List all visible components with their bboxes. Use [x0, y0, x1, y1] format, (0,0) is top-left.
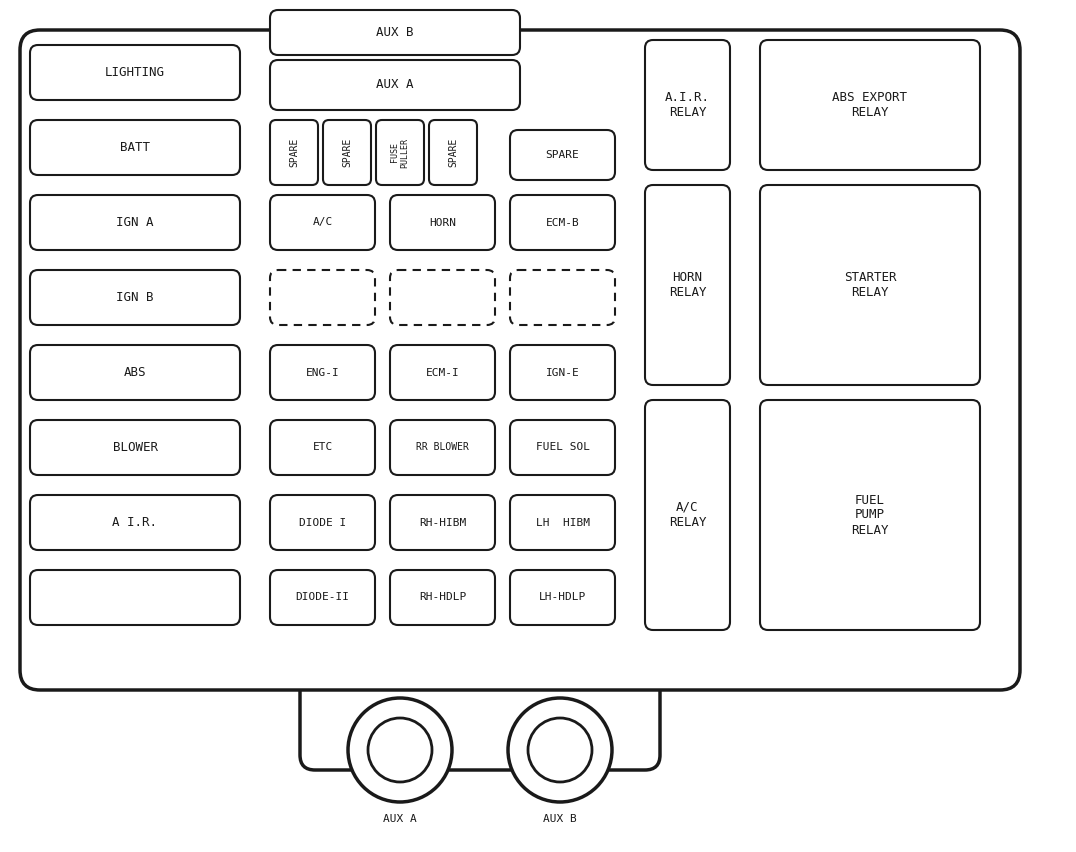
Text: LH  HIBM: LH HIBM: [536, 517, 590, 527]
FancyBboxPatch shape: [30, 45, 240, 100]
Text: IGN B: IGN B: [116, 291, 154, 304]
FancyBboxPatch shape: [270, 270, 376, 325]
Text: LIGHTING: LIGHTING: [105, 66, 165, 79]
FancyBboxPatch shape: [270, 10, 520, 55]
FancyBboxPatch shape: [300, 640, 660, 770]
FancyBboxPatch shape: [510, 495, 615, 550]
FancyBboxPatch shape: [30, 195, 240, 250]
FancyBboxPatch shape: [510, 570, 615, 625]
FancyBboxPatch shape: [390, 420, 495, 475]
Text: HORN: HORN: [429, 217, 456, 227]
FancyBboxPatch shape: [645, 40, 730, 170]
FancyBboxPatch shape: [760, 40, 980, 170]
FancyBboxPatch shape: [645, 400, 730, 630]
Text: IGN-E: IGN-E: [546, 367, 579, 377]
Text: AUX A: AUX A: [377, 78, 414, 91]
Text: BLOWER: BLOWER: [113, 441, 157, 454]
Text: DIODE I: DIODE I: [299, 517, 346, 527]
FancyBboxPatch shape: [645, 185, 730, 385]
FancyBboxPatch shape: [30, 495, 240, 550]
FancyBboxPatch shape: [30, 420, 240, 475]
Text: ECM-I: ECM-I: [426, 367, 459, 377]
Text: RR BLOWER: RR BLOWER: [416, 442, 469, 452]
Text: STARTER
RELAY: STARTER RELAY: [844, 271, 896, 299]
FancyBboxPatch shape: [20, 30, 1020, 690]
FancyBboxPatch shape: [270, 420, 376, 475]
Text: LH-HDLP: LH-HDLP: [539, 592, 586, 602]
FancyBboxPatch shape: [376, 120, 424, 185]
Circle shape: [508, 698, 612, 802]
FancyBboxPatch shape: [510, 130, 615, 180]
FancyBboxPatch shape: [270, 195, 376, 250]
FancyBboxPatch shape: [390, 495, 495, 550]
Text: AUX B: AUX B: [543, 814, 577, 824]
Text: DIODE-II: DIODE-II: [296, 592, 350, 602]
FancyBboxPatch shape: [390, 345, 495, 400]
FancyBboxPatch shape: [323, 120, 371, 185]
Text: HORN
RELAY: HORN RELAY: [669, 271, 706, 299]
FancyBboxPatch shape: [270, 60, 520, 110]
Text: ABS: ABS: [124, 366, 146, 379]
FancyBboxPatch shape: [510, 195, 615, 250]
Text: IGN A: IGN A: [116, 216, 154, 229]
FancyBboxPatch shape: [30, 270, 240, 325]
Text: FUSE
PULLER: FUSE PULLER: [391, 137, 410, 168]
Text: SPARE: SPARE: [546, 150, 579, 160]
Text: FUEL SOL: FUEL SOL: [536, 442, 590, 452]
Text: RH-HIBM: RH-HIBM: [419, 517, 466, 527]
FancyBboxPatch shape: [429, 120, 477, 185]
Text: ENG-I: ENG-I: [306, 367, 339, 377]
FancyBboxPatch shape: [270, 345, 376, 400]
FancyBboxPatch shape: [390, 570, 495, 625]
Text: RH-HDLP: RH-HDLP: [419, 592, 466, 602]
Circle shape: [368, 718, 431, 782]
Text: ECM-B: ECM-B: [546, 217, 579, 227]
FancyBboxPatch shape: [30, 120, 240, 175]
Text: AUX A: AUX A: [383, 814, 416, 824]
Text: BATT: BATT: [121, 141, 150, 154]
FancyBboxPatch shape: [760, 185, 980, 385]
FancyBboxPatch shape: [270, 570, 376, 625]
FancyBboxPatch shape: [510, 420, 615, 475]
Text: ETC: ETC: [312, 442, 332, 452]
FancyBboxPatch shape: [510, 270, 615, 325]
Text: AUX B: AUX B: [377, 26, 414, 39]
Circle shape: [348, 698, 452, 802]
Text: ABS EXPORT
RELAY: ABS EXPORT RELAY: [833, 91, 907, 119]
FancyBboxPatch shape: [510, 345, 615, 400]
Text: SPARE: SPARE: [448, 138, 458, 167]
Text: A/C
RELAY: A/C RELAY: [669, 501, 706, 529]
FancyBboxPatch shape: [760, 400, 980, 630]
Circle shape: [528, 718, 592, 782]
FancyBboxPatch shape: [390, 195, 495, 250]
Text: A.I.R.
RELAY: A.I.R. RELAY: [665, 91, 710, 119]
FancyBboxPatch shape: [30, 570, 240, 625]
Text: SPARE: SPARE: [342, 138, 352, 167]
FancyBboxPatch shape: [270, 120, 318, 185]
FancyBboxPatch shape: [390, 270, 495, 325]
Text: A/C: A/C: [312, 217, 332, 227]
FancyBboxPatch shape: [270, 495, 376, 550]
Text: FUEL
PUMP
RELAY: FUEL PUMP RELAY: [851, 493, 889, 537]
Text: SPARE: SPARE: [289, 138, 299, 167]
FancyBboxPatch shape: [30, 345, 240, 400]
Text: A I.R.: A I.R.: [113, 516, 157, 529]
